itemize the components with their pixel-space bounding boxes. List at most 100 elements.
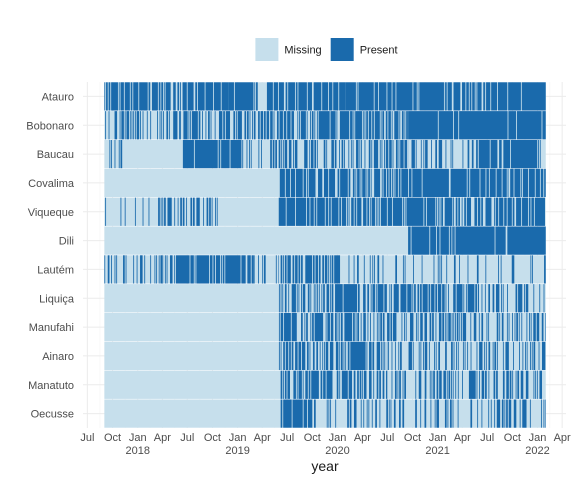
present-cell: [394, 111, 398, 139]
present-cell: [469, 371, 476, 399]
present-cell: [304, 169, 307, 197]
present-cell: [205, 82, 213, 110]
present-cell: [329, 82, 332, 110]
present-cell: [526, 284, 529, 312]
present-cell: [386, 371, 387, 399]
present-cell: [363, 111, 364, 139]
present-cell: [166, 111, 168, 139]
present-cell: [384, 140, 385, 168]
present-cell: [327, 313, 330, 341]
present-cell: [447, 313, 448, 341]
present-cell: [419, 371, 422, 399]
present-cell: [207, 198, 209, 226]
present-cell: [487, 82, 490, 110]
present-cell: [521, 313, 522, 341]
present-cell: [457, 313, 459, 341]
present-cell: [186, 198, 187, 226]
present-cell: [361, 169, 362, 197]
present-cell: [286, 82, 288, 110]
present-cell: [384, 342, 385, 370]
present-cell: [527, 342, 528, 370]
present-cell: [342, 198, 346, 226]
present-cell: [503, 140, 510, 168]
present-cell: [494, 371, 496, 399]
present-cell: [404, 111, 405, 139]
present-cell: [289, 342, 291, 370]
present-cell: [542, 111, 545, 139]
present-cell: [362, 371, 363, 399]
present-cell: [254, 111, 256, 139]
present-cell: [463, 313, 466, 341]
present-cell: [368, 169, 370, 197]
present-cell: [281, 399, 283, 427]
present-cell: [468, 169, 470, 197]
present-cell: [120, 82, 123, 110]
present-cell: [270, 140, 272, 168]
present-cell: [301, 111, 306, 139]
present-cell: [328, 399, 329, 427]
present-cell: [285, 284, 287, 312]
present-cell: [315, 284, 316, 312]
present-cell: [504, 198, 507, 226]
present-cell: [453, 313, 454, 341]
present-cell: [470, 169, 479, 197]
present-cell: [372, 284, 375, 312]
present-cell: [541, 399, 542, 427]
present-cell: [438, 255, 439, 283]
present-cell: [363, 399, 364, 427]
present-cell: [321, 371, 323, 399]
present-cell: [357, 255, 359, 283]
present-cell: [267, 82, 273, 110]
present-cell: [310, 111, 311, 139]
present-cell: [516, 284, 518, 312]
present-cell: [235, 82, 254, 110]
present-cell: [399, 111, 400, 139]
present-cell: [277, 111, 279, 139]
present-cell: [441, 255, 442, 283]
present-cell: [357, 82, 358, 110]
present-cell: [195, 255, 196, 283]
present-cell: [229, 82, 234, 110]
present-cell: [330, 399, 331, 427]
present-cell: [241, 255, 245, 283]
present-cell: [414, 284, 416, 312]
present-cell: [452, 140, 453, 168]
present-cell: [421, 140, 422, 168]
present-cell: [516, 371, 517, 399]
present-cell: [387, 169, 389, 197]
present-cell: [427, 198, 436, 226]
y-tick-label: Liquiça: [39, 293, 75, 305]
present-cell: [307, 169, 308, 197]
present-cell: [445, 342, 447, 370]
present-cell: [537, 313, 540, 341]
present-cell: [372, 111, 374, 139]
present-cell: [285, 140, 288, 168]
present-cell: [176, 255, 190, 283]
present-cell: [303, 284, 306, 312]
present-cell: [434, 342, 435, 370]
present-cell: [178, 198, 179, 226]
present-cell: [446, 284, 447, 312]
present-cell: [544, 169, 546, 197]
present-cell: [430, 226, 436, 254]
present-cell: [179, 111, 181, 139]
present-cell: [497, 399, 500, 427]
present-cell: [160, 111, 161, 139]
present-cell: [159, 82, 161, 110]
present-cell: [279, 313, 280, 341]
present-cell: [196, 198, 199, 226]
present-cell: [510, 371, 512, 399]
present-cell: [530, 342, 531, 370]
present-cell: [353, 140, 354, 168]
present-cell: [296, 82, 298, 110]
present-cell: [378, 198, 379, 226]
present-cell: [457, 284, 463, 312]
present-cell: [111, 255, 112, 283]
present-cell: [154, 255, 155, 283]
present-cell: [105, 198, 106, 226]
present-cell: [509, 313, 510, 341]
present-cell: [400, 284, 406, 312]
present-cell: [486, 169, 489, 197]
